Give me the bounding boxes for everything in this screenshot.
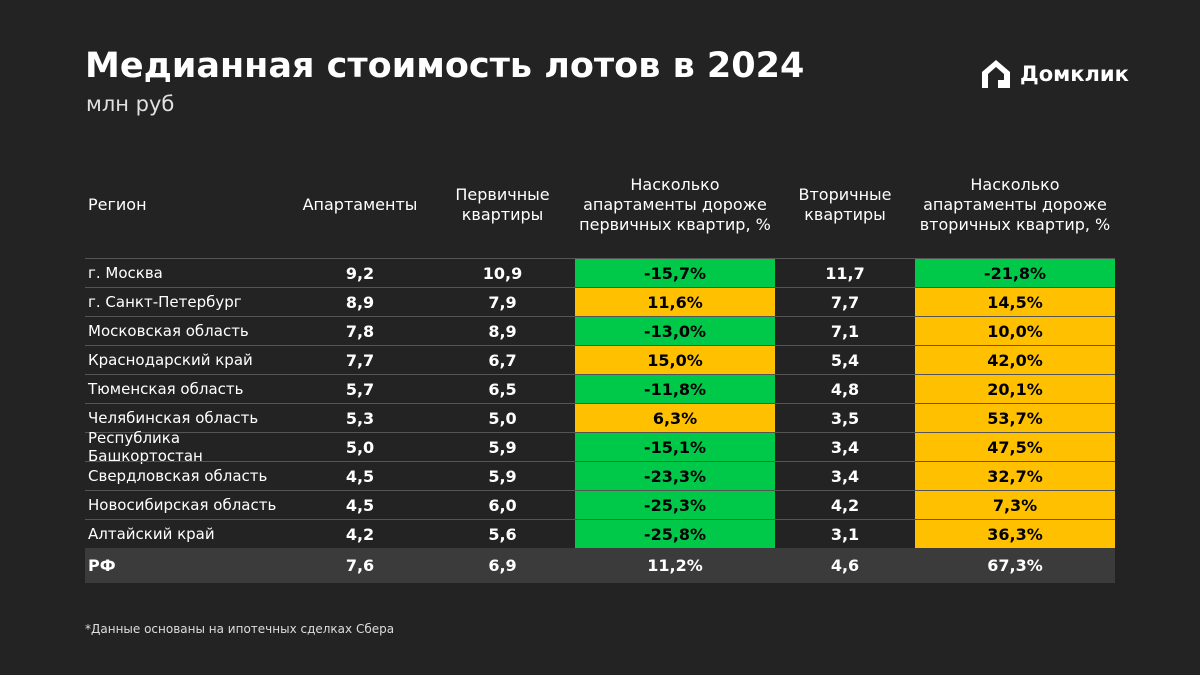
total-value: 4,6	[830, 556, 860, 575]
value-cell: 42,0%	[915, 346, 1115, 374]
value-cell: 5,6	[488, 524, 517, 544]
region-name: г. Санкт-Петербург	[88, 293, 242, 311]
row-separator	[85, 316, 1115, 317]
region-name: Краснодарский край	[88, 351, 253, 369]
value-cell: 7,1	[830, 321, 860, 341]
value-cell: 7,7	[345, 350, 375, 370]
region-name: г. Москва	[88, 264, 163, 282]
value-cell: 5,7	[345, 379, 375, 399]
value-cell: 53,7%	[915, 404, 1115, 432]
row-separator	[85, 490, 1115, 491]
total-value: 11,2%	[647, 556, 703, 575]
value-cell: 5,0	[488, 408, 517, 428]
value-cell: 4,8	[830, 379, 860, 399]
value-cell: 3,5	[830, 408, 860, 428]
region-name: Алтайский край	[88, 525, 215, 543]
value-cell: 15,0%	[575, 346, 775, 374]
total-background	[85, 548, 1115, 583]
value-cell: 4,5	[345, 495, 375, 515]
value-cell: 6,0	[488, 495, 517, 515]
value-cell: -23,3%	[575, 462, 775, 490]
region-name: Московская область	[88, 322, 249, 340]
value-cell: 7,8	[345, 321, 375, 341]
value-cell: -13,0%	[575, 317, 775, 345]
value-cell: 8,9	[488, 321, 517, 341]
total-label: РФ	[88, 556, 116, 575]
value-cell: 8,9	[345, 292, 375, 312]
row-separator	[85, 461, 1115, 462]
value-cell: -21,8%	[915, 259, 1115, 287]
column-header: Вторичные квартиры	[798, 185, 892, 224]
value-cell: 7,3%	[915, 491, 1115, 519]
column-header: Насколько апартаменты дороже вторичных к…	[919, 175, 1111, 234]
row-separator	[85, 519, 1115, 520]
value-cell: 5,9	[488, 437, 517, 457]
title: Медианная стоимость лотов в 2024	[85, 46, 805, 86]
region-name: Челябинская область	[88, 409, 259, 427]
value-cell: 6,5	[488, 379, 517, 399]
value-cell: 7,7	[830, 292, 860, 312]
logo-icon	[982, 60, 1010, 88]
region-name: Свердловская область	[88, 467, 268, 485]
value-cell: 20,1%	[915, 375, 1115, 403]
value-cell: 47,5%	[915, 433, 1115, 461]
column-header: Насколько апартаменты дороже первичных к…	[579, 175, 771, 234]
value-cell: 4,5	[345, 466, 375, 486]
value-cell: 36,3%	[915, 520, 1115, 548]
region-name: Республика Башкортостан	[88, 429, 203, 465]
value-cell: 6,3%	[575, 404, 775, 432]
value-cell: 3,4	[830, 437, 860, 457]
value-cell: -11,8%	[575, 375, 775, 403]
value-cell: 9,2	[345, 263, 375, 283]
value-cell: 5,3	[345, 408, 375, 428]
value-cell: 10,0%	[915, 317, 1115, 345]
column-header: Первичные квартиры	[455, 185, 550, 224]
column-header: Регион	[88, 195, 147, 214]
value-cell: 4,2	[345, 524, 375, 544]
row-separator	[85, 345, 1115, 346]
value-cell: 11,7	[825, 263, 865, 283]
value-cell: 32,7%	[915, 462, 1115, 490]
value-cell: 5,4	[830, 350, 860, 370]
value-cell: -15,1%	[575, 433, 775, 461]
footnote: *Данные основаны на ипотечных сделках Сб…	[85, 622, 395, 636]
total-value: 7,6	[345, 556, 375, 575]
value-cell: 4,2	[830, 495, 860, 515]
row-separator	[85, 432, 1115, 433]
logo: Домклик	[978, 56, 1129, 92]
value-cell: 5,9	[488, 466, 517, 486]
total-value: 67,3%	[987, 556, 1043, 575]
value-cell: -15,7%	[575, 259, 775, 287]
value-cell: -25,8%	[575, 520, 775, 548]
row-separator	[85, 403, 1115, 404]
row-separator	[85, 287, 1115, 288]
row-separator	[85, 258, 1115, 259]
value-cell: 5,0	[345, 437, 375, 457]
value-cell: 3,4	[830, 466, 860, 486]
region-name: Тюменская область	[88, 380, 244, 398]
value-cell: 7,9	[488, 292, 517, 312]
region-name: Новосибирская область	[88, 496, 277, 514]
total-value: 6,9	[488, 556, 517, 575]
value-cell: -25,3%	[575, 491, 775, 519]
row-separator	[85, 374, 1115, 375]
value-cell: 14,5%	[915, 288, 1115, 316]
value-cell: 10,9	[482, 263, 523, 283]
subtitle: млн руб	[86, 92, 175, 116]
value-cell: 3,1	[830, 524, 860, 544]
value-cell: 11,6%	[575, 288, 775, 316]
column-header: Апартаменты	[302, 195, 418, 214]
logo-text: Домклик	[1020, 62, 1129, 86]
value-cell: 6,7	[488, 350, 517, 370]
